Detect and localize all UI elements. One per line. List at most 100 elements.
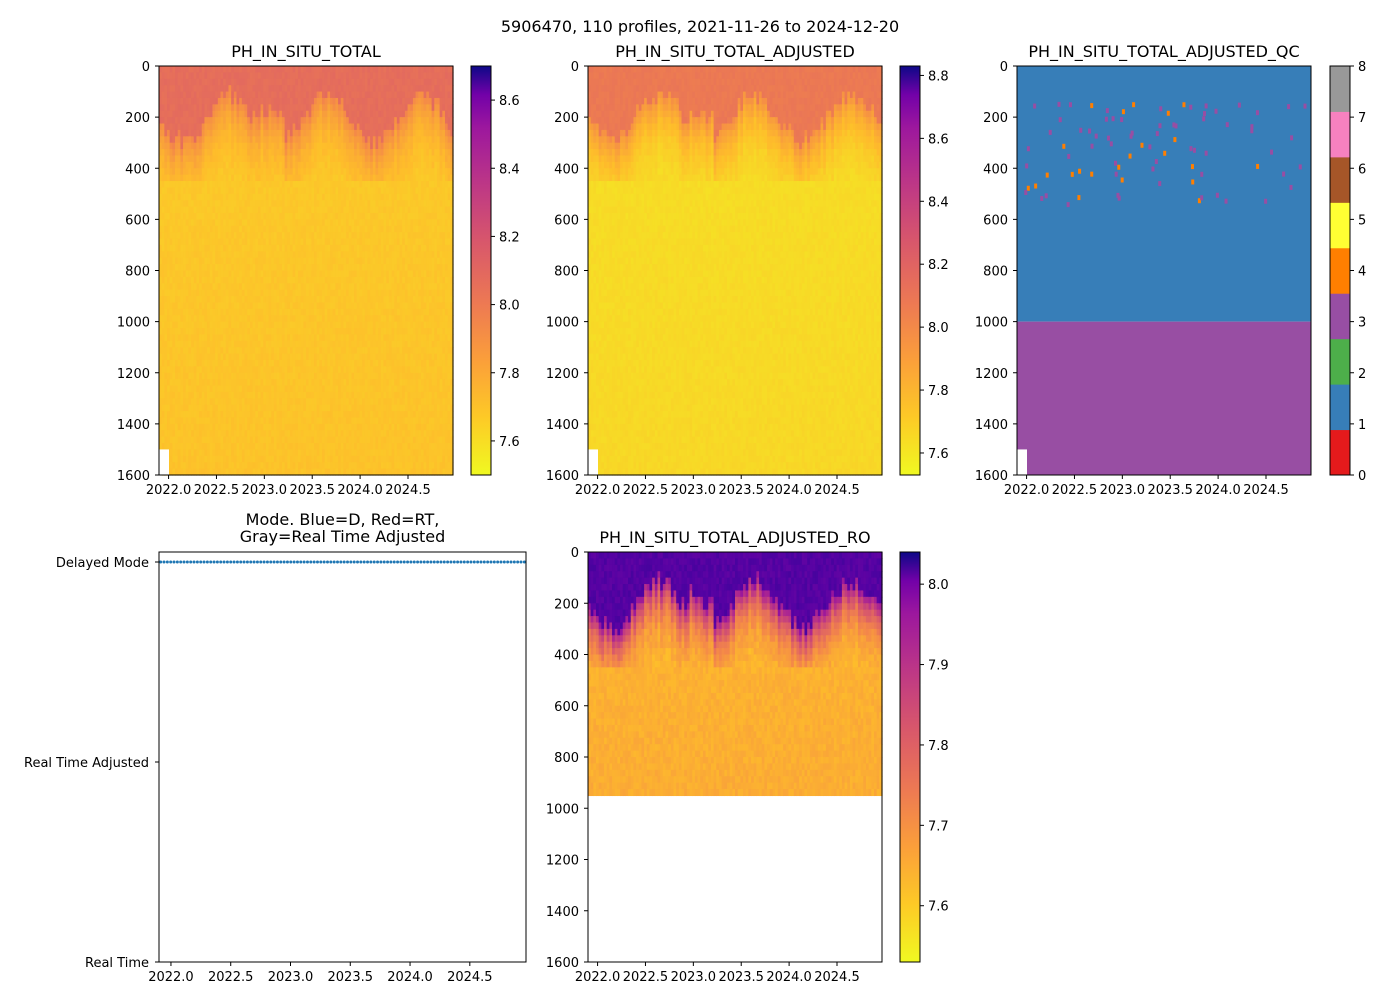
panel-1-cell <box>289 142 294 150</box>
panel-1-cell <box>183 187 187 195</box>
panel-1-cell <box>343 315 347 323</box>
panel-1-cell <box>284 142 288 150</box>
panel-1-cell <box>338 187 342 195</box>
panel-1-cell <box>177 455 181 463</box>
panel-1-cell <box>185 417 189 425</box>
panel-1-cell <box>316 372 320 380</box>
panel-1-cell <box>180 78 184 86</box>
panel-1-cell <box>263 302 267 310</box>
panel-1-cell <box>217 238 222 246</box>
panel-1-cell <box>284 347 288 355</box>
panel-1-cell <box>215 225 219 233</box>
panel-1-cell <box>356 257 361 265</box>
panel-1-cell <box>263 359 267 367</box>
panel-1-cell <box>354 423 358 431</box>
panel-1-cell <box>354 66 358 73</box>
panel-1-cell <box>348 251 353 259</box>
panel-1-cell <box>292 91 296 99</box>
panel-1-cell <box>260 398 264 406</box>
panel-1-cell <box>159 232 163 240</box>
panel-1-cell <box>164 340 168 348</box>
panel-1-cell <box>225 142 230 150</box>
panel-1-cell <box>348 238 353 246</box>
panel-1-cell <box>346 110 350 118</box>
panel-1-cell <box>340 212 345 220</box>
panel-1-cell <box>257 276 262 284</box>
panel-1-cell <box>159 149 163 157</box>
panel-1-cell <box>292 315 296 323</box>
panel-1-cell <box>223 97 227 105</box>
panel-1-cell <box>201 219 206 227</box>
panel-1-cell <box>207 117 211 125</box>
panel-1-cell <box>338 181 342 189</box>
panel-1-cell <box>183 359 187 367</box>
panel-1-cell <box>265 238 270 246</box>
panel-1-cell <box>212 142 216 150</box>
panel-1-cell <box>185 72 189 80</box>
panel-1-cell <box>308 321 312 329</box>
panel-1-cell <box>338 417 342 425</box>
panel-1-cell <box>255 155 259 163</box>
panel-1-cell <box>284 411 288 419</box>
panel-1-cell <box>356 270 361 278</box>
panel-1-cell <box>201 359 206 367</box>
panel-1-cell <box>322 78 326 86</box>
panel-1-cell <box>338 372 342 380</box>
panel-1-cell <box>247 347 251 355</box>
panel-1-cell <box>340 462 345 470</box>
panel-1-cell <box>209 187 214 195</box>
panel-1-cell <box>322 449 326 457</box>
panel-1-cell <box>263 117 267 125</box>
panel-1-cell <box>207 359 211 367</box>
panel-1-cell <box>175 366 179 374</box>
panel-1-cell <box>228 155 232 163</box>
panel-1-cell <box>327 276 331 284</box>
panel-1-cell <box>351 238 355 246</box>
panel-1-cell <box>340 142 345 150</box>
panel-1-cell <box>322 347 326 355</box>
panel-1-cell <box>314 174 318 182</box>
panel-1-cell <box>289 404 294 412</box>
panel-1-cell <box>348 302 353 310</box>
panel-1-cell <box>241 328 246 336</box>
panel-1-cell <box>169 232 173 240</box>
panel-1-cell <box>265 436 270 444</box>
panel-1-cell <box>236 372 240 380</box>
panel-1-cell <box>204 117 208 125</box>
panel-1-cell <box>362 321 366 329</box>
panel-1-cell <box>231 78 235 86</box>
panel-1-cell <box>161 430 165 438</box>
panel-1-cell <box>263 238 267 246</box>
panel-1-cell <box>292 251 296 259</box>
panel-1-cell <box>348 174 353 182</box>
panel-1-cell <box>241 443 246 451</box>
panel-1-cell <box>231 347 235 355</box>
panel-1-cell <box>340 334 345 342</box>
panel-1-cell <box>268 423 272 431</box>
panel-1-cell <box>172 372 176 380</box>
panel-1-cell <box>228 353 232 361</box>
panel-1-cell <box>180 379 184 387</box>
panel-1-cell <box>308 200 312 208</box>
panel-1-cell <box>255 257 259 265</box>
panel-1-cell <box>362 91 366 99</box>
panel-1-cell <box>289 238 294 246</box>
panel-1-cell <box>215 315 219 323</box>
panel-1-cell <box>354 206 358 214</box>
panel-1-cell <box>177 142 181 150</box>
panel-1-cell <box>319 347 323 355</box>
panel-1-cell <box>231 289 235 297</box>
panel-1-cell <box>327 417 331 425</box>
panel-1-cell <box>265 391 270 399</box>
panel-1-cell <box>183 385 187 393</box>
panel-1-cell <box>236 91 240 99</box>
panel-1-cell <box>276 97 280 105</box>
panel-1-cell <box>252 219 256 227</box>
panel-1-cell <box>295 289 299 297</box>
panel-1-cell <box>359 417 363 425</box>
panel-1-cell <box>207 181 211 189</box>
panel-1-cell <box>289 174 294 182</box>
panel-1-cell <box>225 91 230 99</box>
panel-1-cell <box>209 219 214 227</box>
panel-1-cell <box>199 206 203 214</box>
